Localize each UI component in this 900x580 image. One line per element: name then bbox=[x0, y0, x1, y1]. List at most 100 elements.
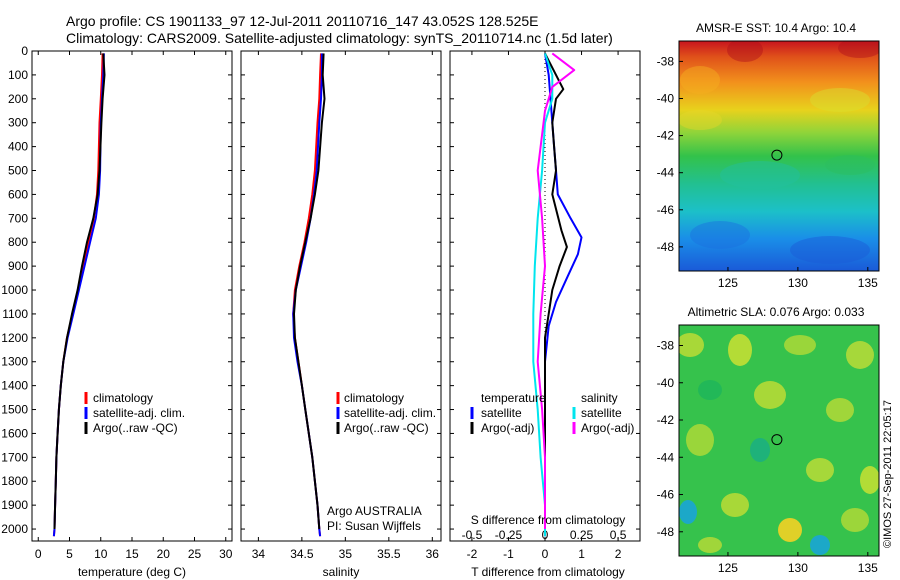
temperature-xticks: 0 5 10 15 20 25 30 bbox=[35, 51, 233, 561]
ytick-label: 1900 bbox=[1, 498, 28, 512]
x2tick-label: 0.25 bbox=[570, 528, 594, 542]
ytick-label: 500 bbox=[8, 164, 28, 178]
ytick-label: 800 bbox=[8, 235, 28, 249]
ytick-label: 0 bbox=[21, 44, 28, 58]
sla-map-texture bbox=[679, 333, 879, 555]
ytick-label: 200 bbox=[8, 92, 28, 106]
salinity-axes-frame bbox=[240, 50, 442, 542]
temperature-legend: climatology satellite-adj. clim. Argo(..… bbox=[84, 391, 185, 435]
sst-map-yticks: -38 -40 -42 -44 -46 -48 bbox=[657, 54, 683, 254]
difference-x2label: S difference from climatology bbox=[471, 513, 626, 527]
map-ytick-label: -38 bbox=[657, 54, 675, 68]
diff-legend-label-temp-sat: satellite bbox=[481, 406, 522, 420]
x2tick-label: 0.5 bbox=[610, 528, 627, 542]
salinity-xlabel: salinity bbox=[323, 565, 360, 579]
map-xtick-label: 130 bbox=[788, 561, 808, 575]
imos-credit: ©IMOS 27-Sep-2011 22:05:17 bbox=[882, 400, 894, 548]
temp-legend-label-sat: satellite-adj. clim. bbox=[93, 406, 185, 420]
sst-map-frame bbox=[678, 40, 880, 272]
x2tick-label: -0.25 bbox=[495, 528, 523, 542]
ytick-label: 600 bbox=[8, 187, 28, 201]
map-xtick-label: 125 bbox=[718, 561, 738, 575]
xtick-label: 34.5 bbox=[290, 547, 314, 561]
xtick-label: -1 bbox=[503, 547, 514, 561]
map-ytick-label: -42 bbox=[657, 413, 675, 427]
xtick-label: 0 bbox=[35, 547, 42, 561]
map-xtick-label: 125 bbox=[718, 276, 738, 290]
sla-map-frame bbox=[678, 324, 880, 557]
map-ytick-label: -48 bbox=[657, 525, 675, 539]
xtick-label: 1 bbox=[578, 547, 585, 561]
temperature-yticks: 0 100 200 300 400 500 600 700 800 900 1000 1100 1200… bbox=[1, 44, 232, 536]
map-xtick-label: 130 bbox=[788, 276, 808, 290]
sst-map-field bbox=[679, 41, 879, 271]
ytick-label: 900 bbox=[8, 259, 28, 273]
sst-map-title: AMSR-E SST: 10.4 Argo: 10.4 bbox=[696, 21, 856, 35]
difference-xlabel: T difference from climatology bbox=[471, 565, 625, 579]
diff-legend-label-sal-sat: satellite bbox=[581, 406, 622, 420]
xtick-label: 10 bbox=[94, 547, 108, 561]
figure-title-line2: Climatology: CARS2009. Satellite-adjuste… bbox=[66, 30, 613, 46]
series-line-2 bbox=[532, 53, 554, 537]
diff-legend-header-temperature: temperature bbox=[481, 391, 546, 405]
salinity-panel: 34 34.5 35 35.5 36 climatology satellite-adj… bbox=[240, 50, 442, 579]
map-ytick-label: -42 bbox=[657, 129, 675, 143]
series-line-1 bbox=[544, 52, 568, 529]
sla-map-yticks: -38 -40 -42 -44 -46 -48 bbox=[657, 338, 683, 539]
map-ytick-label: -48 bbox=[657, 240, 675, 254]
temperature-axes-frame bbox=[31, 50, 233, 542]
map-ytick-label: -46 bbox=[657, 488, 675, 502]
xtick-label: 36 bbox=[426, 547, 440, 561]
temperature-series bbox=[52, 53, 106, 537]
salinity-yticks bbox=[241, 50, 441, 530]
sla-map-argo-marker bbox=[771, 434, 783, 446]
ytick-label: 700 bbox=[8, 211, 28, 225]
sal-legend-label-clim: climatology bbox=[344, 391, 404, 405]
temp-legend-label-clim: climatology bbox=[93, 391, 153, 405]
ytick-label: 1600 bbox=[1, 426, 28, 440]
xtick-label: 5 bbox=[66, 547, 73, 561]
temperature-panel: 0100200300400500600700800900100011001200… bbox=[1, 44, 232, 579]
series-line-2 bbox=[53, 53, 106, 530]
x2tick-label: -0.5 bbox=[462, 528, 483, 542]
ytick-label: 1500 bbox=[1, 403, 28, 417]
salinity-xticks: 34 34.5 35 35.5 36 bbox=[252, 51, 440, 561]
sla-map-xticks: 125 130 135 bbox=[718, 552, 878, 575]
ytick-label: 1100 bbox=[2, 307, 28, 321]
map-xtick-label: 135 bbox=[858, 561, 878, 575]
difference-x2ticks: -0.5-0.2500.250.5 bbox=[462, 528, 627, 542]
series-line-2 bbox=[293, 53, 326, 530]
map-xtick-label: 135 bbox=[858, 276, 878, 290]
ytick-label: 1000 bbox=[1, 283, 28, 297]
xtick-label: 34 bbox=[252, 547, 266, 561]
ytick-label: 400 bbox=[8, 140, 28, 154]
ytick-label: 1300 bbox=[1, 355, 28, 369]
sst-map-panel: AMSR-E SST: 10.4 Argo: 10.4 -38 -40 -42 -44… bbox=[657, 21, 880, 290]
ytick-label: 2000 bbox=[1, 522, 28, 536]
temp-legend-label-argo: Argo(..raw -QC) bbox=[93, 421, 178, 435]
temperature-xlabel: temperature (deg C) bbox=[78, 565, 186, 579]
xtick-label: 20 bbox=[157, 547, 171, 561]
xtick-label: 35.5 bbox=[377, 547, 401, 561]
sst-map-argo-marker bbox=[771, 149, 783, 161]
xtick-label: 30 bbox=[219, 547, 233, 561]
difference-yticks bbox=[450, 50, 640, 530]
xtick-label: 25 bbox=[188, 547, 202, 561]
difference-series bbox=[532, 51, 583, 541]
sal-legend-label-argo: Argo(..raw -QC) bbox=[344, 421, 429, 435]
map-ytick-label: -40 bbox=[657, 92, 675, 106]
sla-map-panel: Altimetric SLA: 0.076 Argo: 0.033 bbox=[657, 305, 880, 575]
ytick-label: 1800 bbox=[1, 474, 28, 488]
sal-legend-label-sat: satellite-adj. clim. bbox=[344, 406, 436, 420]
map-ytick-label: -44 bbox=[657, 450, 675, 464]
salinity-series bbox=[292, 53, 326, 537]
sst-map-xticks: 125 130 135 bbox=[718, 267, 878, 290]
salinity-annotation-line1: Argo AUSTRALIA bbox=[327, 504, 422, 518]
series-line-3 bbox=[536, 52, 576, 529]
map-ytick-label: -46 bbox=[657, 203, 675, 217]
diff-legend-label-sal-argo: Argo(-adj) bbox=[581, 421, 634, 435]
diff-legend-label-temp-argo: Argo(-adj) bbox=[481, 421, 534, 435]
salinity-annotation-line2: PI: Susan Wijffels bbox=[327, 519, 421, 533]
